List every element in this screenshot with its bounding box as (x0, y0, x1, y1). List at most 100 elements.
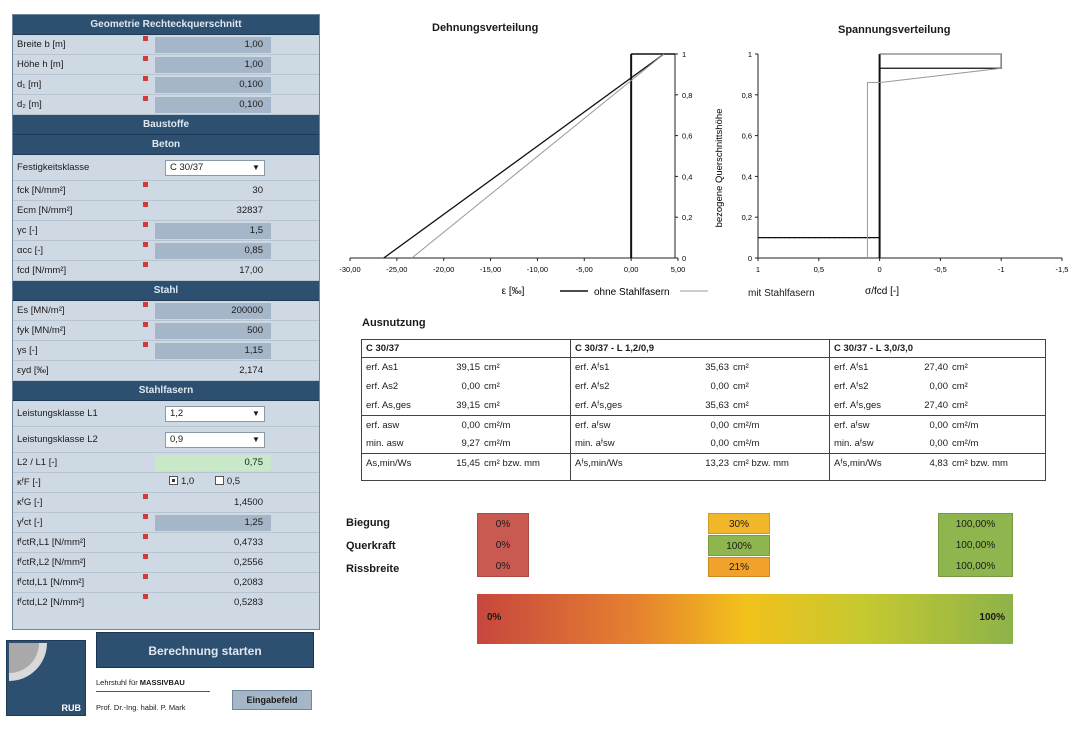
table-row: min. aᶠsw 0,00 cm²/m (575, 438, 760, 449)
kf-radio-group: 1,0 0,5 (169, 476, 258, 487)
table-row: erf. Aᶠs,ges 35,63 cm² (575, 400, 749, 411)
row-ratio: L2 / L1 [-] 0,75 (13, 453, 319, 473)
section-geometry: Geometrie Rechteckquerschnitt (13, 15, 319, 35)
legend-with-fibres: mit Stahlfasern (748, 288, 815, 299)
class-l1-dropdown[interactable]: 1,2 ▼ (165, 406, 265, 422)
chevron-down-icon: ▼ (252, 163, 260, 172)
d2-field[interactable]: 0,100 (155, 97, 271, 113)
util-column-plain: C 30/37 erf. As1 39,15 cm² erf. As2 0,00 cm²… (362, 340, 571, 480)
rating-cell-shear-l12: 100% (708, 535, 770, 556)
section-materials: Baustoffe (13, 115, 319, 135)
gamma-c-field[interactable]: 1,5 (155, 223, 271, 239)
stress-ylabel: bezogene Querschnittshöhe (714, 109, 725, 228)
strain-x-tick-label: -10,00 (527, 265, 548, 274)
table-row: As,min/Ws 15,45 cm² bzw. mm (362, 453, 570, 472)
stress-x-tick-label: 0 (878, 265, 882, 274)
rating-cell-l30: 100,00% 100,00% 100,00% (938, 513, 1013, 577)
height-field[interactable]: 1,00 (155, 57, 271, 73)
comment-marker (143, 76, 148, 81)
comment-marker (143, 302, 148, 307)
utilisation-table: C 30/37 erf. As1 39,15 cm² erf. As2 0,00 cm²… (361, 339, 1046, 481)
strain-lines (383, 53, 665, 259)
fyk-field[interactable]: 500 (155, 323, 271, 339)
strain-chart: -30,00 -25,00 -20,00 -15,00 -10,00 -5,00 0,00 5… (339, 50, 708, 298)
strain-chart-title: Dehnungsverteilung (432, 22, 539, 34)
table-row: erf. Aᶠs1 27,40 cm² (834, 362, 968, 373)
comment-marker (143, 202, 148, 207)
strain-x-tick-label: -25,00 (386, 265, 407, 274)
table-row: Aᶠs,min/Ws 13,23 cm² bzw. mm (571, 453, 829, 472)
comment-marker (143, 56, 148, 61)
stress-lines (758, 53, 1002, 258)
comment-marker (143, 222, 148, 227)
table-row: erf. Aᶠs2 0,00 cm² (834, 381, 968, 392)
strain-x-tick-label: -15,00 (480, 265, 501, 274)
class-l2-dropdown[interactable]: 0,9 ▼ (165, 432, 265, 448)
gamma-fct-field[interactable]: 1,25 (155, 515, 271, 531)
d1-field[interactable]: 0,100 (155, 77, 271, 93)
comment-marker (143, 242, 148, 247)
comment-marker (143, 262, 148, 267)
professor-name: Prof. Dr.-Ing. habil. P. Mark (96, 703, 186, 712)
kf-radio-option-1[interactable]: 1,0 (169, 476, 194, 487)
row-gamma-fct: γᶠct [-] 1,25 (13, 513, 319, 533)
row-fctr-l2: fᶠctR,L2 [N/mm²] 0,2556 (13, 553, 319, 573)
strain-series-line (411, 53, 665, 259)
comment-marker (143, 96, 148, 101)
table-row: erf. Aᶠs1 35,63 cm² (575, 362, 749, 373)
legend-without-fibres: ohne Stahlfasern (594, 287, 670, 298)
util-column-l30: C 30/37 - L 3,0/3,0 erf. Aᶠs1 27,40 cm² er… (830, 340, 1045, 480)
stress-axes: 1 0,5 0 -0,5 -1 -1,5 0 0,2 0,4 0,6 0,8 1 (742, 50, 1069, 274)
strain-x-tick-label: 0,00 (624, 265, 639, 274)
stress-x-tick-label: -0,5 (934, 265, 947, 274)
comment-marker (143, 594, 148, 599)
footer-divider (96, 691, 210, 692)
gamma-s-field[interactable]: 1,15 (155, 343, 271, 359)
strain-y-tick-label: 0,6 (682, 132, 692, 141)
comment-marker (143, 182, 148, 187)
stress-y-tick-label: 0,2 (742, 213, 752, 222)
alpha-cc-field[interactable]: 0,85 (155, 243, 271, 259)
row-d1: d₁ [m] 0,100 (13, 75, 319, 95)
table-row: min. aᶠsw 0,00 cm²/m (834, 438, 979, 449)
row-width: Breite b [m] 1,00 (13, 35, 319, 55)
comment-marker (143, 36, 148, 41)
row-height: Höhe h [m] 1,00 (13, 55, 319, 75)
table-row: erf. aᶠsw 0,00 cm²/m (830, 415, 1045, 434)
strength-class-dropdown[interactable]: C 30/37 ▼ (165, 160, 265, 176)
input-field-button[interactable]: Eingabefeld (232, 690, 312, 710)
es-field[interactable]: 200000 (155, 303, 271, 319)
row-gamma-c: γc [-] 1,5 (13, 221, 319, 241)
row-class-l2: Leistungsklasse L2 0,9 ▼ (13, 427, 319, 453)
scale-max-label: 100% (979, 612, 1005, 623)
table-row: erf. asw 0,00 cm²/m (362, 415, 570, 434)
strain-y-tick-label: 0,2 (682, 213, 692, 222)
stress-chart: 1 0,5 0 -0,5 -1 -1,500,20,40,60,81 σ/fcd [-] … (714, 50, 1069, 297)
kf-radio-option-2[interactable]: 0,5 (214, 476, 240, 487)
row-fctr-l1: fᶠctR,L1 [N/mm²] 0,4733 (13, 533, 319, 553)
rating-cell-bending-l12: 30% (708, 513, 770, 534)
strain-y-tick-label: 0,4 (682, 172, 692, 181)
logo-tag: RUB (61, 703, 82, 713)
row-ecm: Ecm [N/mm²] 32837 (13, 201, 319, 221)
start-calculation-button[interactable]: Berechnung starten (96, 632, 314, 668)
stress-x-tick-label: 0,5 (814, 265, 824, 274)
rating-label-shear: Querkraft (346, 540, 396, 552)
chair-name: Lehrstuhl für MASSIVBAU (96, 678, 185, 687)
util-column-l12: C 30/37 - L 1,2/0,9 erf. Aᶠs1 35,63 cm² er… (571, 340, 830, 480)
comment-marker (143, 554, 148, 559)
row-kfg: κᶠG [-] 1,4500 (13, 493, 319, 513)
row-kf: κᶠF [-] 1,0 0,5 (13, 473, 319, 493)
stress-y-tick-label: 0,4 (742, 172, 752, 181)
comment-marker (143, 574, 148, 579)
strain-xlabel: ε [‰] (502, 286, 525, 297)
comment-marker (143, 534, 148, 539)
row-fcd: fcd [N/mm²] 17,00 (13, 261, 319, 281)
university-logo: RUB (6, 640, 86, 716)
row-es: Es [MN/m²] 200000 (13, 301, 319, 321)
stress-y-tick-label: 0,8 (742, 91, 752, 100)
width-field[interactable]: 1,00 (155, 37, 271, 53)
section-steel: Stahl (13, 281, 319, 301)
table-row: erf. As1 39,15 cm² (366, 362, 500, 373)
comment-marker (143, 514, 148, 519)
